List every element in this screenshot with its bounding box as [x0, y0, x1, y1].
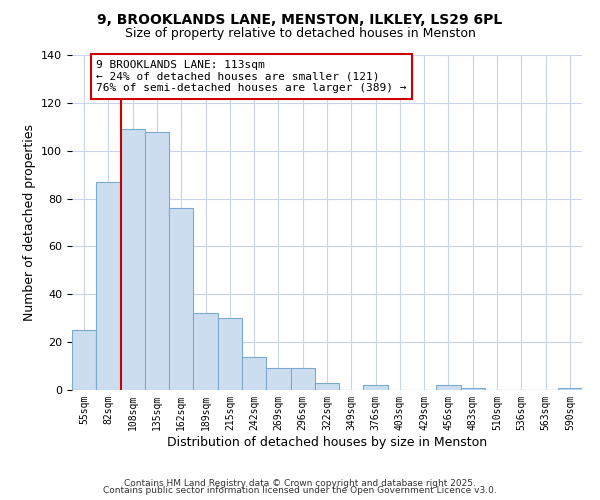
Bar [145, 132, 169, 390]
Text: Contains HM Land Registry data © Crown copyright and database right 2025.: Contains HM Land Registry data © Crown c… [124, 478, 476, 488]
X-axis label: Distribution of detached houses by size in Menston: Distribution of detached houses by size … [167, 436, 487, 448]
Bar [169, 208, 193, 390]
Text: Size of property relative to detached houses in Menston: Size of property relative to detached ho… [125, 28, 475, 40]
Text: 9, BROOKLANDS LANE, MENSTON, ILKLEY, LS29 6PL: 9, BROOKLANDS LANE, MENSTON, ILKLEY, LS2… [97, 12, 503, 26]
Bar [242, 356, 266, 390]
Bar [315, 383, 339, 390]
Bar [72, 330, 96, 390]
Y-axis label: Number of detached properties: Number of detached properties [23, 124, 35, 321]
Bar [436, 385, 461, 390]
Bar [461, 388, 485, 390]
Bar [558, 388, 582, 390]
Bar [364, 385, 388, 390]
Bar [121, 129, 145, 390]
Bar [218, 318, 242, 390]
Text: 9 BROOKLANDS LANE: 113sqm
← 24% of detached houses are smaller (121)
76% of semi: 9 BROOKLANDS LANE: 113sqm ← 24% of detac… [96, 60, 407, 93]
Bar [193, 314, 218, 390]
Text: Contains public sector information licensed under the Open Government Licence v3: Contains public sector information licen… [103, 486, 497, 495]
Bar [96, 182, 121, 390]
Bar [266, 368, 290, 390]
Bar [290, 368, 315, 390]
